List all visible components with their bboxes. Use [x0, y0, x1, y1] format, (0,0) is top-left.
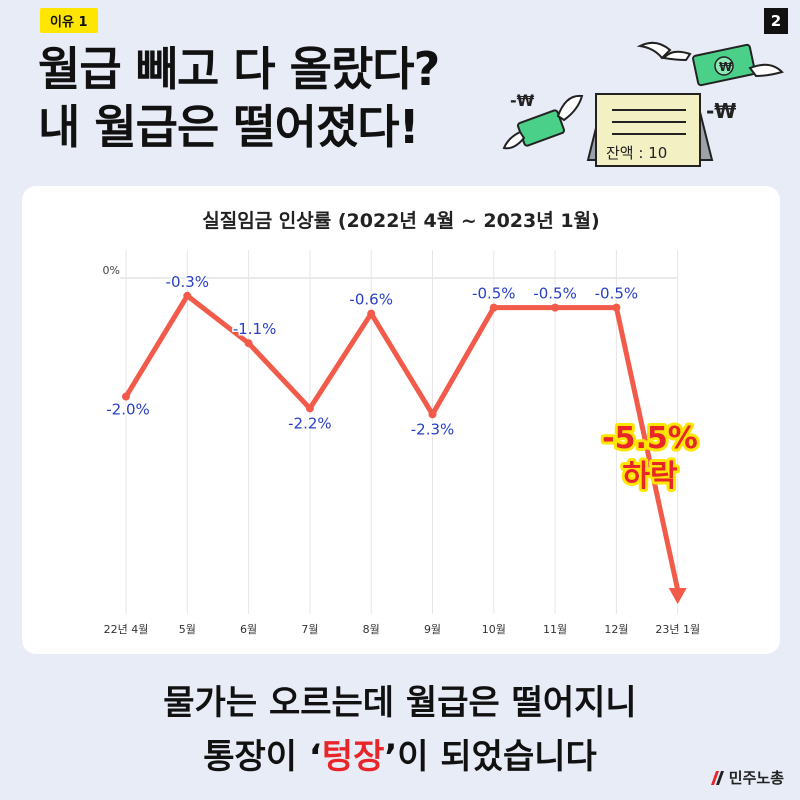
- logo-text: 민주노총: [728, 769, 784, 787]
- data-point: [612, 303, 621, 312]
- union-logo: 민주노총: [709, 767, 784, 788]
- caption: 물가는 오르는데 월급은 떨어지니 통장이 ‘텅장’이 되었습니다: [0, 676, 800, 784]
- page-number: 2: [764, 8, 788, 34]
- minus-won-left: -₩: [510, 91, 535, 110]
- data-label: -1.1%: [233, 320, 277, 338]
- x-tick-label: 22년 4월: [104, 623, 149, 636]
- caption-line-1: 물가는 오르는데 월급은 떨어지니: [163, 683, 637, 723]
- data-point: [183, 291, 192, 300]
- x-tick-label: 12월: [604, 623, 628, 636]
- caption-suffix: ’이 되었습니다: [384, 737, 597, 777]
- data-point: [551, 303, 560, 312]
- data-point: [489, 303, 498, 312]
- bill-symbol-top: ₩: [719, 60, 733, 74]
- flying-money-icon: ₩: [636, 41, 784, 87]
- x-tick-label: 8월: [363, 623, 380, 636]
- x-tick-label: 23년 1월: [655, 623, 700, 636]
- bankbook-illustration: ₩ -₩ -₩ 잔액 : 10: [502, 41, 784, 167]
- arrow-head-icon: [668, 588, 687, 604]
- annotation-text: 하락: [622, 459, 678, 494]
- flying-money-icon-left: [502, 94, 584, 150]
- series-segment: [123, 293, 190, 400]
- data-label: -0.5%: [533, 285, 577, 303]
- data-label: -2.3%: [411, 420, 455, 438]
- x-tick-label: 11월: [543, 623, 567, 636]
- x-tick-label: 5월: [179, 623, 196, 636]
- data-label: -2.2%: [288, 414, 332, 432]
- data-point: [367, 309, 376, 318]
- logo-mark-icon: [710, 770, 724, 785]
- data-point: [244, 339, 253, 348]
- x-tick-label: 6월: [240, 623, 257, 636]
- annotation-value: -5.5%: [602, 421, 698, 456]
- chart-card: 실질임금 인상률 (2022년 4월 ~ 2023년 1월) 0% 22년 4월 5…: [22, 186, 780, 654]
- series-segment: [613, 305, 681, 593]
- reason-tag: 이유 1: [40, 8, 98, 33]
- balance-text: 잔액 : 10: [606, 144, 667, 162]
- headline-line-1: 월급 빼고 다 올랐다?: [38, 42, 440, 96]
- chart-title: 실질임금 인상률 (2022년 4월 ~ 2023년 1월): [202, 210, 600, 232]
- series-segment: [368, 311, 435, 417]
- data-label: -0.5%: [595, 285, 639, 303]
- headline: 월급 빼고 다 올랐다? 내 월급은 떨어졌다!: [38, 40, 440, 156]
- data-point: [122, 392, 130, 401]
- data-label: -0.5%: [472, 285, 516, 303]
- caption-prefix: 통장이 ‘: [203, 737, 322, 777]
- data-point: [428, 410, 437, 419]
- caption-highlight: 텅장: [321, 737, 385, 777]
- x-tick-label: 9월: [424, 623, 441, 636]
- caption-line-2: 통장이 ‘텅장’이 되었습니다: [0, 730, 800, 784]
- headline-line-2: 내 월급은 떨어졌다!: [38, 100, 420, 154]
- x-tick-label: 7월: [301, 623, 318, 636]
- x-tick-label: 10월: [482, 623, 506, 636]
- series-segment: [430, 305, 497, 417]
- data-label: -0.3%: [166, 273, 210, 291]
- y-tick-label: 0%: [103, 264, 120, 277]
- line-chart: 0% 22년 4월 5월 6월 7월 8월 9월 10월 11월 12월 23년 1월 -2.0% -…: [103, 250, 701, 636]
- data-label: -0.6%: [349, 291, 393, 309]
- series-segment: [307, 311, 374, 411]
- series-segment: [246, 340, 313, 411]
- minus-won-right: -₩: [706, 99, 736, 123]
- data-label: -2.0%: [106, 401, 150, 419]
- bankbook-icon: 잔액 : 10: [586, 93, 714, 167]
- data-point: [305, 404, 314, 413]
- series-segment: [184, 293, 252, 346]
